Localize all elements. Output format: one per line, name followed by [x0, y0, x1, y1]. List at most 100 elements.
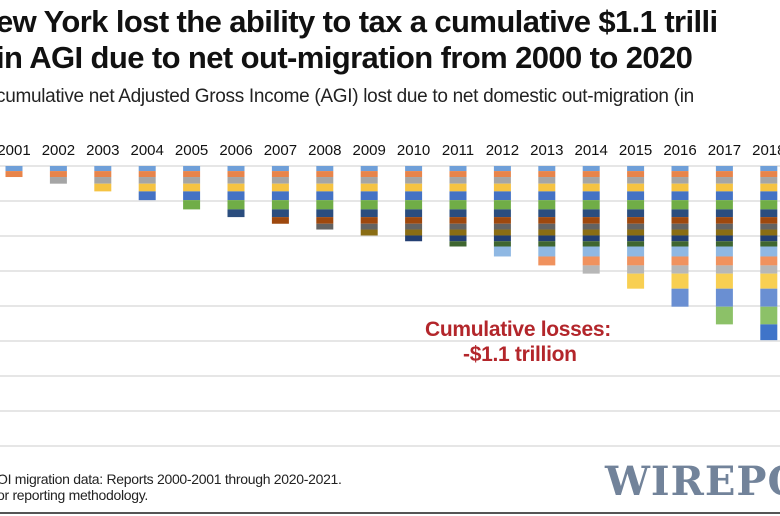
- bar-segment-2004: [760, 191, 778, 201]
- bar-segment-2002: [671, 177, 689, 184]
- bar-segment-2009: [493, 229, 511, 236]
- bar-segment-2013: [582, 256, 600, 266]
- bar-segment-2006: [493, 209, 511, 218]
- bar-segment-2005: [538, 200, 556, 210]
- bar-segment-2002: [449, 177, 467, 184]
- x-tick-label: 2004: [131, 142, 164, 159]
- bar-segment-2005: [227, 200, 245, 210]
- bar-segment-2013: [671, 256, 689, 266]
- bar-segment-2002: [582, 177, 600, 184]
- bar-segment-2005: [627, 200, 645, 210]
- bar-segment-2009: [715, 229, 733, 236]
- bar-segment-2003: [94, 183, 112, 192]
- bar-segment-2017: [760, 306, 778, 325]
- bar-segment-2016: [760, 288, 778, 307]
- bar-segment-2006: [405, 209, 423, 218]
- bar-segment-2011: [538, 241, 556, 247]
- bar-segment-2018: [760, 324, 778, 341]
- bar-segment-2010: [538, 235, 556, 242]
- bar-segment-2001: [5, 171, 23, 178]
- bar-segment-2002: [760, 177, 778, 184]
- bar-segment-2004: [227, 191, 245, 201]
- x-tick-label: 2008: [308, 142, 341, 159]
- bar-segment-2004: [493, 191, 511, 201]
- wirepoints-logo: WIREPO: [605, 458, 780, 505]
- bar-segment-2001: [360, 171, 378, 178]
- bar-segment-2006: [227, 209, 245, 218]
- bar-segment-2012: [493, 246, 511, 257]
- bar-segment-2008: [715, 223, 733, 230]
- bar-segment-2003: [405, 183, 423, 192]
- x-tick-label: 2001: [0, 142, 31, 159]
- bar-segment-2012: [627, 246, 645, 257]
- bar-segment-2006: [582, 209, 600, 218]
- bar-segment-2013: [627, 256, 645, 266]
- x-tick-label: 2006: [219, 142, 252, 159]
- bar-segment-2012: [715, 246, 733, 257]
- bar-segment-2000: [493, 166, 511, 172]
- bar-segment-2005: [493, 200, 511, 210]
- bar-segment-2001: [627, 171, 645, 178]
- bar-segment-2001: [582, 171, 600, 178]
- bar-segment-2009: [627, 229, 645, 236]
- bar-segment-2004: [183, 191, 201, 201]
- bar-segment-2008: [671, 223, 689, 230]
- bar-segment-2007: [405, 217, 423, 224]
- bar-segment-2003: [582, 183, 600, 192]
- bar-segment-2011: [760, 241, 778, 247]
- bar-segment-2008: [449, 223, 467, 230]
- bar-segment-2000: [671, 166, 689, 172]
- x-tick-label: 2015: [619, 142, 652, 159]
- bar-segment-2002: [49, 177, 67, 184]
- bar-segment-2003: [627, 183, 645, 192]
- bar-segment-2010: [715, 235, 733, 242]
- bar-segment-2008: [360, 223, 378, 230]
- chart-title-line-2: in AGI due to net out-migration from 200…: [0, 40, 693, 75]
- bar-segment-2015: [627, 273, 645, 289]
- bar-segment-2003: [316, 183, 334, 192]
- bar-segment-2009: [360, 229, 378, 236]
- x-tick-label: 2017: [708, 142, 741, 159]
- bar-segment-2006: [627, 209, 645, 218]
- bar-segment-2000: [582, 166, 600, 172]
- bar-segment-2005: [405, 200, 423, 210]
- x-tick-label: 2002: [42, 142, 75, 159]
- bar-segment-2001: [271, 171, 289, 178]
- bar-segment-2002: [316, 177, 334, 184]
- bar-segment-2005: [582, 200, 600, 210]
- bar-segment-2003: [271, 183, 289, 192]
- x-tick-label: 2018: [752, 142, 780, 159]
- bar-segment-2009: [449, 229, 467, 236]
- bar-segment-2007: [316, 217, 334, 224]
- bar-segment-2011: [671, 241, 689, 247]
- methodology-note: or reporting methodology.: [0, 487, 148, 503]
- bar-segment-2005: [449, 200, 467, 210]
- bar-segment-2001: [715, 171, 733, 178]
- bar-segment-2001: [449, 171, 467, 178]
- bar-segment-2006: [449, 209, 467, 218]
- bar-segment-2007: [538, 217, 556, 224]
- bar-segment-2006: [538, 209, 556, 218]
- bar-segment-2011: [582, 241, 600, 247]
- bar-segment-2004: [316, 191, 334, 201]
- bar-segment-2000: [760, 166, 778, 172]
- bar-segment-2000: [94, 166, 112, 172]
- bar-segment-2002: [627, 177, 645, 184]
- bar-segment-2003: [227, 183, 245, 192]
- bar-segment-2008: [493, 223, 511, 230]
- bar-segment-2004: [538, 191, 556, 201]
- bottom-rule: [0, 512, 780, 514]
- bar-segment-2004: [271, 191, 289, 201]
- annotation-value: -$1.1 trillion: [463, 343, 577, 366]
- bar-segment-2009: [582, 229, 600, 236]
- bar-segment-2005: [715, 200, 733, 210]
- bar-segment-2004: [405, 191, 423, 201]
- x-tick-label: 2003: [86, 142, 119, 159]
- bar-segment-2002: [360, 177, 378, 184]
- bar-segment-2006: [671, 209, 689, 218]
- bar-segment-2007: [627, 217, 645, 224]
- bar-segment-2006: [316, 209, 334, 218]
- bar-segment-2008: [316, 223, 334, 230]
- bar-segment-2000: [316, 166, 334, 172]
- bar-segment-2002: [405, 177, 423, 184]
